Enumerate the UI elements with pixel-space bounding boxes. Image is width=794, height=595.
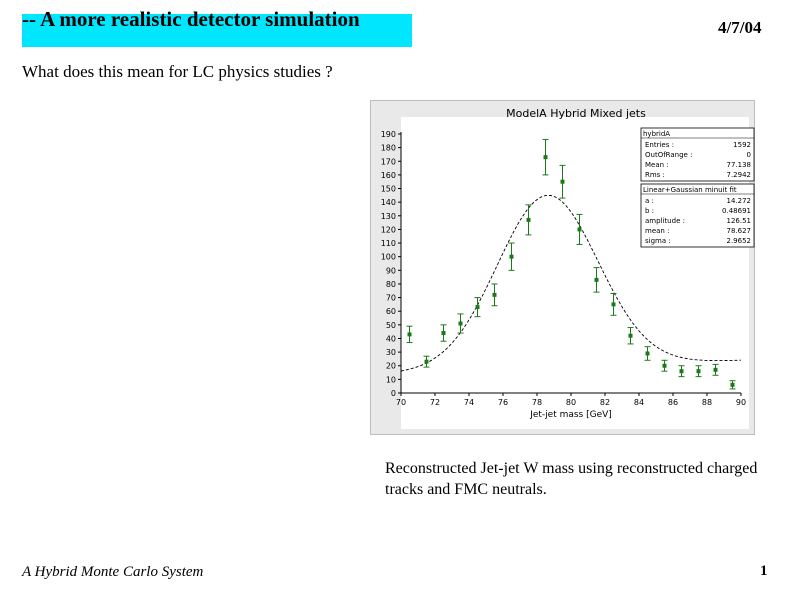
slide-date: 4/7/04 <box>718 18 762 37</box>
y-tick-label: 140 <box>381 198 396 207</box>
x-tick-label: 72 <box>430 398 440 407</box>
stats-row-label: Mean : <box>645 161 669 169</box>
data-point <box>645 351 650 356</box>
fit-row-label: amplitude : <box>645 217 685 225</box>
fit-row-label: mean : <box>645 227 669 235</box>
y-tick-label: 190 <box>381 130 396 139</box>
y-tick-label: 120 <box>381 225 396 234</box>
y-tick-label: 10 <box>386 375 396 384</box>
data-point <box>713 367 718 372</box>
data-point <box>730 382 735 387</box>
data-point <box>526 217 531 222</box>
y-tick-label: 70 <box>386 294 396 303</box>
y-tick-label: 80 <box>386 280 396 289</box>
y-tick-label: 160 <box>381 171 396 180</box>
data-point <box>628 333 633 338</box>
data-point <box>577 227 582 232</box>
fit-row-label: sigma : <box>645 237 671 245</box>
x-tick-label: 88 <box>702 398 712 407</box>
y-tick-label: 180 <box>381 144 396 153</box>
y-tick-label: 20 <box>386 362 396 371</box>
stats-row-value: 7.2942 <box>727 171 752 179</box>
data-point <box>458 321 463 326</box>
stats-row-value: 77.138 <box>727 161 752 169</box>
x-tick-label: 74 <box>464 398 474 407</box>
data-point <box>662 363 667 368</box>
fit-row-value: 2.9652 <box>727 237 752 245</box>
x-tick-label: 90 <box>736 398 746 407</box>
y-tick-label: 0 <box>391 389 396 398</box>
y-tick-label: 150 <box>381 185 396 194</box>
x-tick-label: 80 <box>566 398 576 407</box>
x-axis-label: Jet-jet mass [GeV] <box>529 410 612 420</box>
chart-caption: Reconstructed Jet-jet W mass using recon… <box>385 460 758 498</box>
data-point <box>475 305 480 310</box>
stats-row-label: OutOfRange : <box>645 151 692 159</box>
x-tick-label: 82 <box>600 398 610 407</box>
data-point <box>679 369 684 374</box>
fit-row-value: 78.627 <box>727 227 752 235</box>
mass-histogram-chart: ModelA Hybrid Mixed jets 0 10 20 30 40 50 60 70 8… <box>381 107 755 429</box>
slide-subtitle: What does this mean for LC physics studi… <box>22 62 333 81</box>
stats-row-label: Rms : <box>645 171 665 179</box>
stats-row-value: 1592 <box>733 141 751 149</box>
x-tick-label: 84 <box>634 398 644 407</box>
fit-row-value: 0.48691 <box>722 207 751 215</box>
data-point <box>407 332 412 337</box>
fit-row-value: 126.51 <box>727 217 752 225</box>
y-tick-label: 110 <box>381 239 396 248</box>
data-point <box>611 302 616 307</box>
data-point <box>509 254 514 259</box>
x-tick-label: 76 <box>498 398 508 407</box>
title-highlight <box>22 14 412 47</box>
stats-box <box>640 127 755 182</box>
fit-box <box>640 183 755 248</box>
stats-box-title: hybridA <box>643 130 670 138</box>
x-tick-label: 78 <box>532 398 542 407</box>
footer-title: A Hybrid Monte Carlo System <box>22 564 204 580</box>
data-point <box>543 155 548 160</box>
page-number: 1 <box>760 563 768 579</box>
fit-row-value: 14.272 <box>727 197 752 205</box>
x-tick-label: 86 <box>668 398 678 407</box>
y-tick-label: 170 <box>381 157 396 166</box>
x-tick-label: 70 <box>396 398 406 407</box>
y-tick-label: 130 <box>381 212 396 221</box>
data-point <box>696 369 701 374</box>
y-tick-label: 40 <box>386 334 396 343</box>
chart-title: ModelA Hybrid Mixed jets <box>506 107 646 120</box>
y-tick-label: 60 <box>386 307 396 316</box>
fit-row-label: a : <box>645 197 654 205</box>
y-tick-label: 90 <box>386 266 396 275</box>
data-point <box>560 179 565 184</box>
chart-panel: ModelA Hybrid Mixed jets 0 10 20 30 40 50 60 70 8… <box>370 100 755 435</box>
data-point <box>424 359 429 364</box>
y-tick-label: 100 <box>381 253 396 262</box>
slide-title: -- A more realistic detector simulation <box>22 7 360 31</box>
data-point <box>492 292 497 297</box>
y-tick-label: 50 <box>386 321 396 330</box>
data-point <box>441 331 446 336</box>
stats-row-label: Entries : <box>645 141 674 149</box>
fit-box-title: Linear+Gaussian minuit fit <box>643 186 737 194</box>
data-point <box>594 277 599 282</box>
fit-row-label: b : <box>645 207 654 215</box>
y-tick-label: 30 <box>386 348 396 357</box>
stats-row-value: 0 <box>747 151 751 159</box>
